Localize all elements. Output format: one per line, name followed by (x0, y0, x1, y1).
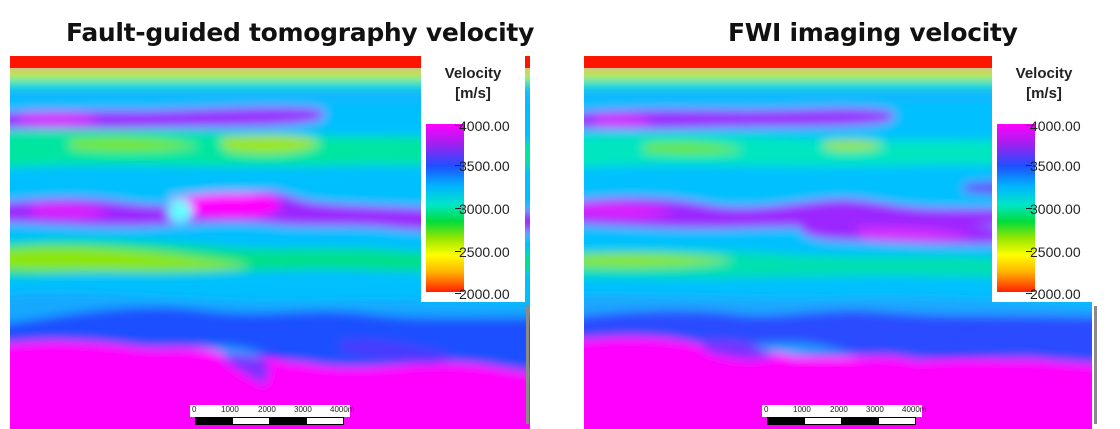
right-scale-bar: 0 1000 2000 3000 4000m (762, 405, 932, 429)
left-panel-title: Fault-guided tomography velocity (66, 18, 535, 47)
legend-tick-3500: 3500.00 (455, 158, 510, 174)
scale-segment (841, 417, 879, 425)
left-panel-edge (526, 306, 529, 424)
legend-tick-4000: 4000.00 (455, 118, 510, 134)
scale-segment (878, 417, 916, 425)
legend-unit: [m/s] (1026, 85, 1062, 102)
scale-label-0: 0 (764, 405, 769, 414)
scale-segment (195, 417, 233, 425)
scale-label-4000: 4000m (902, 405, 927, 414)
scale-label-3000: 3000 (866, 405, 884, 414)
right-panel-title: FWI imaging velocity (728, 18, 1018, 47)
scale-segment (804, 417, 842, 425)
scale-segment (767, 417, 805, 425)
scale-label-4000: 4000m (330, 405, 355, 414)
legend-tick-3000: 3000.00 (455, 201, 510, 217)
right-velocity-legend: Velocity [m/s] 4000.00 3500.00 3000.00 2… (992, 56, 1096, 302)
legend-unit: [m/s] (455, 85, 491, 102)
scale-label-2000: 2000 (258, 405, 276, 414)
legend-tick-2000: 2000.00 (455, 286, 510, 302)
left-velocity-legend: Velocity [m/s] 4000.00 3500.00 3000.00 2… (421, 56, 525, 302)
scale-segment (232, 417, 270, 425)
left-scale-bar: 0 1000 2000 3000 4000m (190, 405, 360, 429)
legend-title: Velocity (1015, 65, 1073, 82)
scale-label-2000: 2000 (830, 405, 848, 414)
legend-tick-3500: 3500.00 (1026, 158, 1081, 174)
scale-label-3000: 3000 (294, 405, 312, 414)
scale-label-0: 0 (192, 405, 197, 414)
legend-tick-2000: 2000.00 (1026, 286, 1081, 302)
scale-segment (306, 417, 344, 425)
legend-title: Velocity (444, 65, 502, 82)
legend-tick-4000: 4000.00 (1026, 118, 1081, 134)
legend-tick-3000: 3000.00 (1026, 201, 1081, 217)
scale-segment (269, 417, 307, 425)
right-panel-edge (1094, 306, 1097, 424)
scale-label-1000: 1000 (221, 405, 239, 414)
legend-tick-2500: 2500.00 (455, 244, 510, 260)
scale-label-1000: 1000 (793, 405, 811, 414)
legend-tick-2500: 2500.00 (1026, 244, 1081, 260)
